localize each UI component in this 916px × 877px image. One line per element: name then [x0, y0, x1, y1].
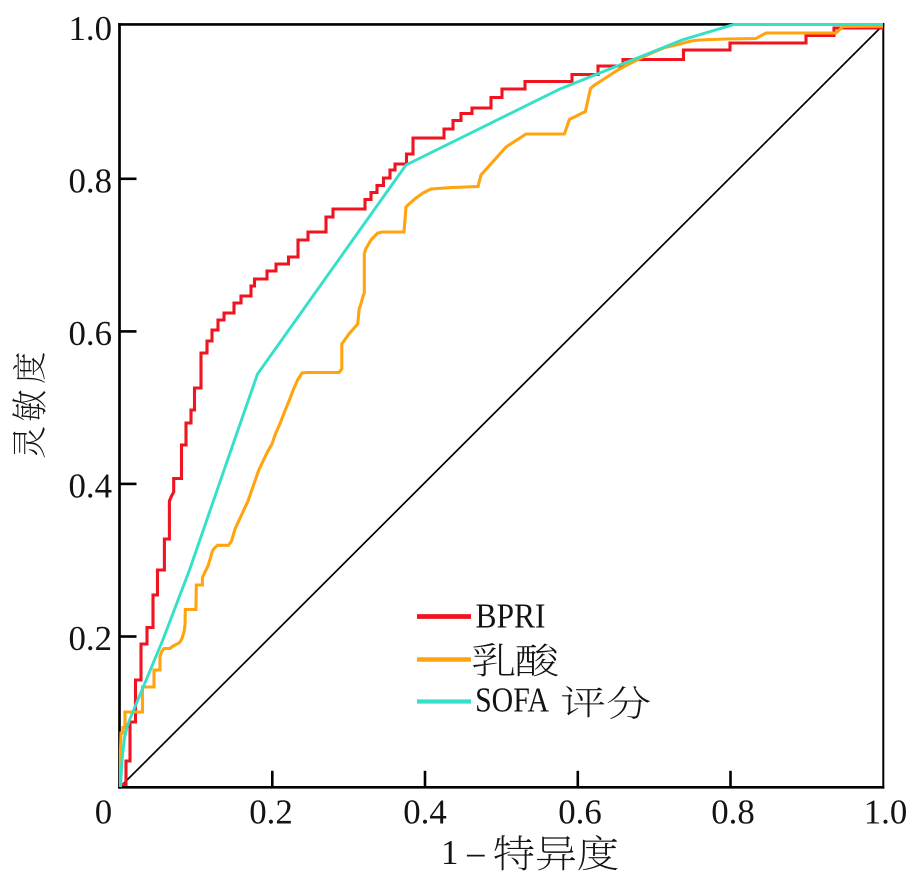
svg-text:0.4: 0.4 [69, 467, 113, 506]
svg-text:SOFA: SOFA [475, 680, 549, 719]
svg-text:0.8: 0.8 [711, 793, 755, 832]
svg-text:0.2: 0.2 [249, 793, 293, 832]
svg-text:0.2: 0.2 [69, 619, 113, 658]
svg-text:0.8: 0.8 [69, 162, 113, 201]
svg-text:1 –: 1 – [441, 833, 485, 872]
svg-text:1.0: 1.0 [69, 9, 113, 48]
svg-text:0: 0 [95, 793, 112, 832]
svg-text:0.6: 0.6 [558, 793, 602, 832]
svg-text:0.4: 0.4 [403, 793, 447, 832]
svg-text:1.0: 1.0 [864, 793, 908, 832]
svg-text:0.6: 0.6 [69, 314, 113, 353]
svg-text:BPRI: BPRI [476, 597, 546, 636]
